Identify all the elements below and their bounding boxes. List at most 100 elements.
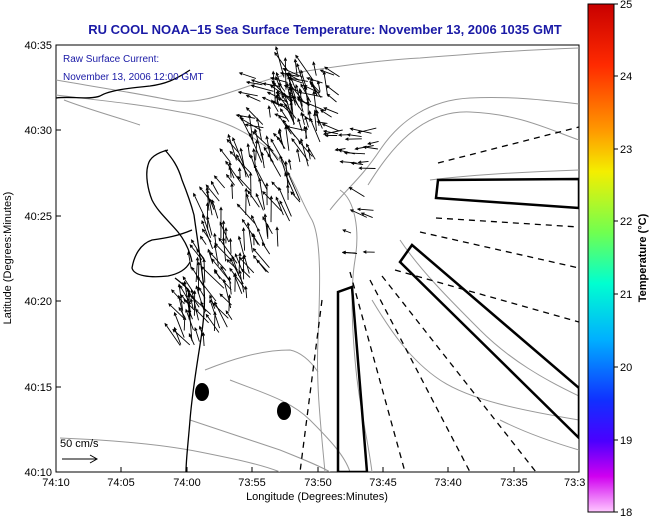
current-vector [271, 181, 280, 190]
current-vector [239, 117, 262, 131]
station-marker-1 [195, 383, 209, 401]
current-vector [247, 190, 260, 208]
current-vector [228, 161, 232, 178]
current-vector [214, 242, 233, 262]
current-vector [219, 148, 231, 163]
x-tick-label: 73:55 [238, 477, 266, 489]
current-vector [226, 258, 238, 271]
current-vector [250, 79, 265, 85]
current-vector [255, 192, 264, 211]
current-vector [201, 219, 214, 249]
current-vector [357, 127, 377, 134]
current-vector [261, 96, 283, 107]
current-vector [213, 270, 232, 291]
antenna-beam-boxes [336, 177, 579, 472]
current-vector [182, 276, 195, 295]
current-vector [275, 91, 295, 99]
current-vector [180, 294, 190, 305]
y-tick-label: 40:20 [24, 296, 52, 308]
axis-ticks [55, 44, 515, 473]
current-vector [251, 232, 259, 245]
current-vector [350, 161, 364, 166]
current-vector [297, 117, 303, 132]
current-vector [262, 190, 282, 212]
current-vector [283, 85, 298, 92]
current-vector [296, 62, 307, 92]
current-vector [348, 186, 365, 197]
x-tick-label: 74:00 [173, 477, 201, 489]
current-vector [271, 100, 285, 108]
current-vector [278, 186, 292, 217]
current-vector [325, 84, 339, 96]
y-tick-label: 40:10 [24, 467, 52, 479]
current-vector [213, 244, 219, 266]
current-vector [233, 273, 243, 294]
current-vector [170, 289, 185, 305]
current-vector [296, 148, 301, 163]
x-axis-label: Longitude (Degrees:Minutes) [246, 491, 388, 503]
x-tick-label: 73:35 [500, 477, 528, 489]
annotation-line-2: November 13, 2006 12:00 GMT [63, 72, 204, 83]
current-vector [199, 186, 216, 207]
current-vector [306, 96, 310, 116]
colorbar-tick-label: 21 [620, 289, 632, 301]
x-tick-label: 73:40 [434, 477, 462, 489]
current-vector [192, 290, 197, 316]
current-vector [195, 285, 206, 313]
current-vector [265, 182, 269, 206]
x-tick-labels: 74:10 74:05 74:00 73:55 73:50 73:45 73:4… [42, 477, 585, 489]
current-vector [210, 180, 219, 195]
current-vector [225, 173, 235, 186]
current-vector [354, 145, 374, 151]
current-vector [316, 120, 328, 124]
y-tick-label: 40:15 [24, 382, 52, 394]
colorbar-tick-label: 19 [620, 435, 632, 447]
current-vector [300, 113, 313, 123]
current-vector [323, 107, 339, 115]
colorbar-tick-label: 24 [620, 71, 632, 83]
current-vector [236, 153, 250, 178]
current-vector [305, 102, 326, 112]
current-vector [279, 200, 291, 222]
x-tick-label: 73:3 [564, 477, 585, 489]
current-vector [287, 171, 301, 201]
current-vector [248, 171, 253, 198]
current-vector [271, 80, 293, 104]
colorbar-tick-label: 25 [620, 0, 632, 11]
current-vector [198, 325, 204, 337]
current-vector [282, 67, 303, 78]
current-vector [230, 182, 234, 199]
current-vector [357, 160, 369, 164]
current-vector [254, 139, 259, 161]
current-vector [298, 140, 313, 157]
current-vector [269, 76, 288, 83]
current-vector [219, 221, 230, 243]
current-vector [295, 54, 314, 81]
colorbar-tick-labels: 25 24 23 22 21 20 19 18 [620, 0, 632, 518]
current-vector [239, 147, 247, 178]
current-vector [278, 82, 286, 92]
current-vector [321, 123, 340, 132]
current-vector [261, 242, 271, 255]
current-vector [194, 308, 209, 324]
current-vector [207, 248, 214, 264]
station-marker-2 [277, 402, 291, 420]
current-vector [300, 138, 309, 167]
current-vector [226, 138, 239, 153]
current-vector [198, 286, 206, 299]
current-vector [241, 218, 260, 246]
current-vector [349, 127, 372, 134]
current-vector [200, 266, 225, 289]
current-vector [267, 105, 271, 118]
current-vector [238, 72, 257, 79]
current-vector [305, 143, 316, 160]
current-vector [168, 303, 184, 319]
current-vector [287, 158, 292, 170]
current-vector [238, 252, 242, 274]
current-vector [235, 113, 256, 119]
current-vector [244, 187, 248, 215]
current-vector [219, 206, 223, 239]
current-vector [337, 133, 350, 137]
current-vector [263, 213, 268, 237]
